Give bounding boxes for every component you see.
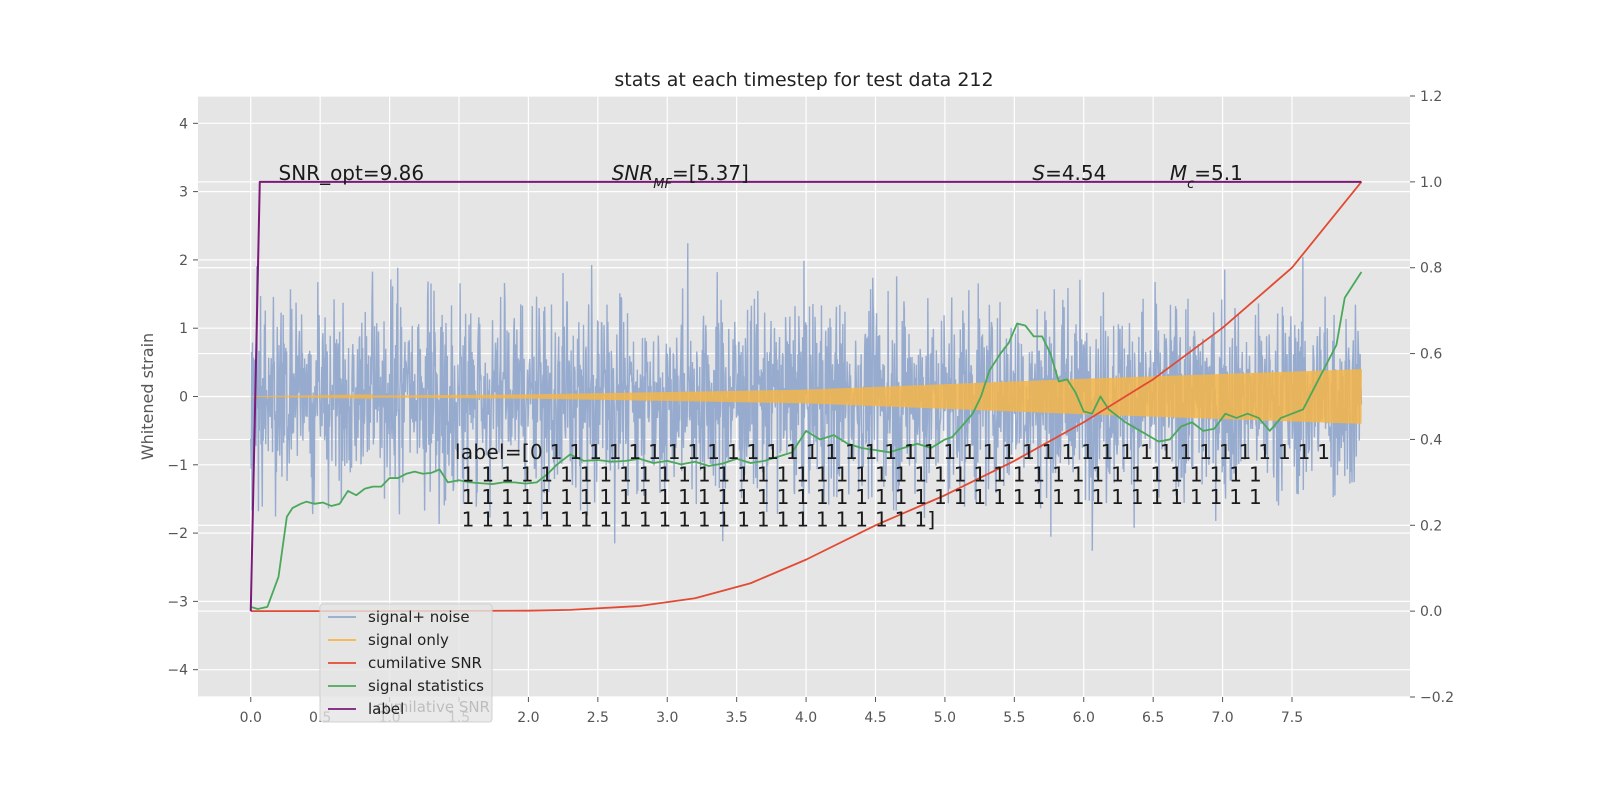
label-array-line: 1 1 1 1 1 1 1 1 1 1 1 1 1 1 1 1 1 1 1 1 …	[455, 485, 1262, 509]
y-tick-label: 4	[179, 116, 188, 132]
label-array-text: label=[0 1 1 1 1 1 1 1 1 1 1 1 1 1 1 1 1…	[455, 440, 1330, 532]
y2-tick-label: 1.0	[1420, 175, 1442, 191]
y-tick-label: 2	[179, 253, 188, 269]
x-tick-label: 0.0	[240, 710, 262, 726]
y2-tick-label: 0.4	[1420, 432, 1442, 448]
annotation-snr-mf: SNRMF=[5.37]	[612, 161, 749, 192]
legend-entry: signal only	[368, 631, 449, 649]
annotation-mc: Mc=5.1	[1170, 161, 1243, 192]
annotation-snr-mf-sub: MF	[653, 177, 672, 192]
x-tick-label: 6.0	[1073, 710, 1095, 726]
legend-box	[319, 603, 493, 723]
y-tick-label: −4	[167, 663, 188, 679]
annotations: SNR_opt=9.86 SNRMF=[5.37] S=4.54 Mc=5.1	[279, 161, 1243, 192]
legend-entry: signal statistics	[368, 677, 484, 695]
annotation-s: S=4.54	[1032, 161, 1106, 185]
series-signal-only	[250, 369, 1362, 424]
x-tick-label: 6.5	[1142, 710, 1164, 726]
y-tick-label: 1	[179, 321, 188, 337]
chart-title: stats at each timestep for test data 212	[614, 69, 993, 91]
label-array-line: 1 1 1 1 1 1 1 1 1 1 1 1 1 1 1 1 1 1 1 1 …	[455, 463, 1262, 487]
x-tick-label: 7.0	[1211, 710, 1233, 726]
x-tick-label: 3.5	[726, 710, 748, 726]
x-tick-label: 2.5	[587, 710, 609, 726]
y2-tick-label: 1.2	[1420, 89, 1442, 105]
y2-tick-label: 0.0	[1420, 604, 1442, 620]
annotation-snr-mf-name: SNR	[612, 161, 654, 185]
annotation-s-name: S	[1032, 161, 1045, 185]
series-label	[249, 180, 1362, 612]
series-layer	[249, 180, 1363, 613]
annotation-mc-sub: c	[1187, 177, 1194, 192]
y2-tick-label: 0.8	[1420, 261, 1442, 277]
y-axis-label: Whitened strain	[138, 333, 157, 460]
x-tick-label: 4.0	[795, 710, 817, 726]
y2-tick-label: 0.6	[1420, 347, 1442, 363]
annotation-mc-value: =5.1	[1194, 161, 1243, 185]
y2-tick-label: 0.2	[1420, 518, 1442, 534]
y-tick-label: −1	[167, 458, 188, 474]
series-cumilative-snr	[250, 181, 1363, 613]
legend-entry: cumilative SNR	[368, 654, 482, 672]
y2-tick-label: −0.2	[1420, 690, 1454, 706]
y-tick-label: 3	[179, 185, 188, 201]
x-tick-label: 5.0	[934, 710, 956, 726]
annotation-s-value: =4.54	[1045, 161, 1106, 185]
series-signal-statistics	[250, 271, 1363, 610]
x-tick-label: 4.5	[864, 710, 886, 726]
y-tick-label: 0	[179, 390, 188, 406]
annotation-mc-name: M	[1170, 161, 1187, 185]
x-tick-label: 2.0	[517, 710, 539, 726]
legend-entry: signal+ noise	[368, 608, 470, 626]
annotation-snr-mf-value: =[5.37]	[672, 161, 749, 185]
label-array-line: 1 1 1 1 1 1 1 1 1 1 1 1 1 1 1 1 1 1 1 1 …	[455, 508, 935, 532]
x-tick-label: 3.0	[656, 710, 678, 726]
x-tick-label: 7.5	[1281, 710, 1303, 726]
legend-entry: label	[368, 700, 404, 718]
annotation-snr-opt: SNR_opt=9.86	[279, 161, 425, 185]
label-array-line: label=[0 1 1 1 1 1 1 1 1 1 1 1 1 1 1 1 1…	[455, 440, 1330, 464]
x-tick-label: 5.5	[1003, 710, 1025, 726]
y-tick-label: −3	[167, 594, 188, 610]
y-tick-label: −2	[167, 526, 188, 542]
